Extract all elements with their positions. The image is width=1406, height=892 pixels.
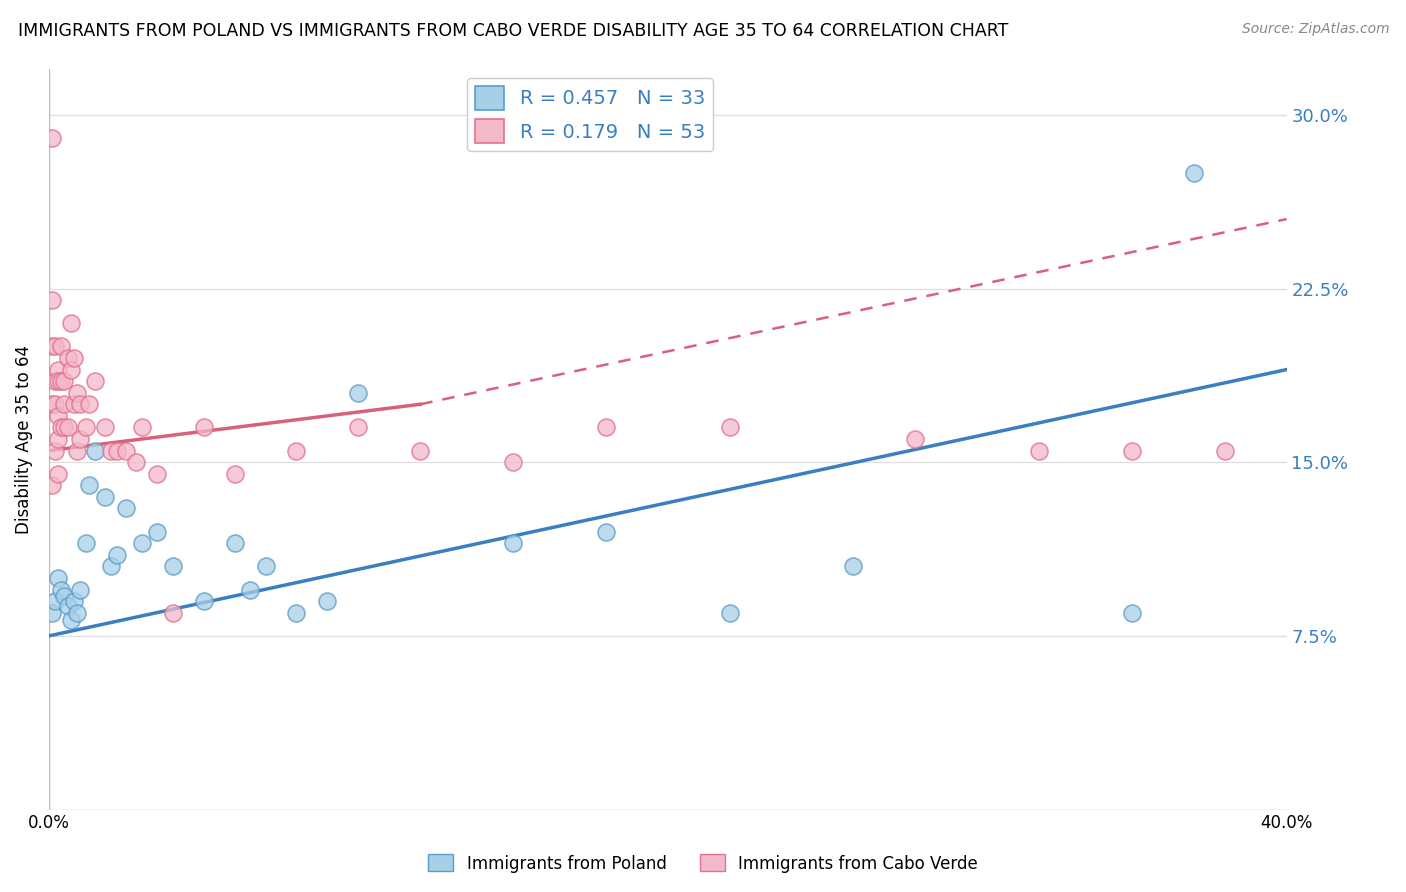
Point <box>224 536 246 550</box>
Point <box>316 594 339 608</box>
Point <box>44 443 66 458</box>
Point <box>41 478 63 492</box>
Point <box>254 559 277 574</box>
Point <box>84 374 107 388</box>
Point <box>595 420 617 434</box>
Point <box>53 590 76 604</box>
Point <box>59 316 82 330</box>
Point <box>1182 166 1205 180</box>
Point <box>46 571 69 585</box>
Point <box>285 443 308 458</box>
Point <box>46 362 69 376</box>
Point <box>1121 606 1143 620</box>
Point <box>347 420 370 434</box>
Y-axis label: Disability Age 35 to 64: Disability Age 35 to 64 <box>15 344 32 533</box>
Point <box>105 548 128 562</box>
Point <box>44 339 66 353</box>
Point <box>69 397 91 411</box>
Point <box>84 443 107 458</box>
Point <box>44 397 66 411</box>
Point <box>41 606 63 620</box>
Point <box>93 490 115 504</box>
Point <box>105 443 128 458</box>
Point <box>56 351 79 365</box>
Point <box>66 606 89 620</box>
Point <box>53 420 76 434</box>
Point <box>66 385 89 400</box>
Point <box>51 339 73 353</box>
Point <box>41 131 63 145</box>
Point <box>46 374 69 388</box>
Point <box>718 606 741 620</box>
Point <box>46 432 69 446</box>
Point <box>347 385 370 400</box>
Point <box>193 594 215 608</box>
Point <box>51 374 73 388</box>
Point <box>46 467 69 481</box>
Point <box>1028 443 1050 458</box>
Point <box>285 606 308 620</box>
Point <box>115 443 138 458</box>
Point <box>59 362 82 376</box>
Point <box>56 599 79 613</box>
Point <box>595 524 617 539</box>
Point <box>53 374 76 388</box>
Legend: R = 0.457   N = 33, R = 0.179   N = 53: R = 0.457 N = 33, R = 0.179 N = 53 <box>467 78 713 151</box>
Point <box>100 559 122 574</box>
Point <box>53 397 76 411</box>
Text: IMMIGRANTS FROM POLAND VS IMMIGRANTS FROM CABO VERDE DISABILITY AGE 35 TO 64 COR: IMMIGRANTS FROM POLAND VS IMMIGRANTS FRO… <box>18 22 1008 40</box>
Point <box>51 420 73 434</box>
Point <box>842 559 865 574</box>
Point <box>124 455 146 469</box>
Point <box>224 467 246 481</box>
Point <box>718 420 741 434</box>
Point <box>502 536 524 550</box>
Point <box>115 501 138 516</box>
Text: Source: ZipAtlas.com: Source: ZipAtlas.com <box>1241 22 1389 37</box>
Point <box>162 606 184 620</box>
Point <box>409 443 432 458</box>
Point <box>69 582 91 597</box>
Point <box>69 432 91 446</box>
Point <box>62 397 84 411</box>
Point <box>162 559 184 574</box>
Point <box>41 293 63 307</box>
Point <box>66 443 89 458</box>
Point <box>146 524 169 539</box>
Point <box>44 374 66 388</box>
Point <box>131 420 153 434</box>
Point <box>239 582 262 597</box>
Point <box>56 420 79 434</box>
Point <box>59 613 82 627</box>
Point <box>77 478 100 492</box>
Point <box>1121 443 1143 458</box>
Point <box>904 432 927 446</box>
Point <box>41 339 63 353</box>
Point <box>193 420 215 434</box>
Point <box>46 409 69 423</box>
Point <box>77 397 100 411</box>
Point <box>146 467 169 481</box>
Point <box>93 420 115 434</box>
Point <box>41 397 63 411</box>
Point <box>51 582 73 597</box>
Point <box>131 536 153 550</box>
Legend: Immigrants from Poland, Immigrants from Cabo Verde: Immigrants from Poland, Immigrants from … <box>422 847 984 880</box>
Point <box>44 594 66 608</box>
Point <box>62 594 84 608</box>
Point <box>1213 443 1236 458</box>
Point <box>62 351 84 365</box>
Point <box>502 455 524 469</box>
Point <box>75 536 97 550</box>
Point <box>75 420 97 434</box>
Point <box>100 443 122 458</box>
